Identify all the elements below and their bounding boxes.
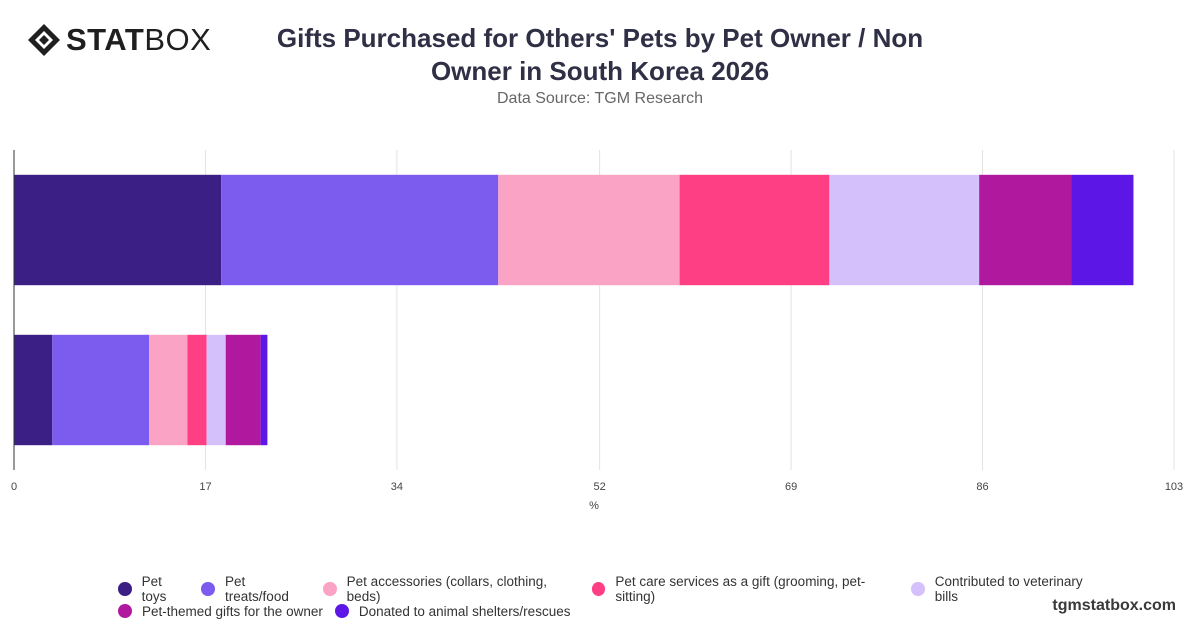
legend-swatch xyxy=(911,582,925,596)
x-axis-label: % xyxy=(589,500,599,512)
x-tick-label: 0 xyxy=(11,481,17,493)
x-tick-label: 69 xyxy=(785,481,797,493)
legend-item[interactable]: Contributed to veterinary bills xyxy=(911,574,1106,604)
x-tick-label: 52 xyxy=(594,481,606,493)
logo: STATBOX xyxy=(26,22,211,58)
legend-item[interactable]: Pet care services as a gift (grooming, p… xyxy=(591,574,899,604)
legend-label: Pet care services as a gift (grooming, p… xyxy=(615,574,866,604)
legend-item[interactable]: Pet toys xyxy=(118,574,189,604)
bar-chart: 0 17 34 52 69 86 103% xyxy=(11,150,1183,512)
bar-segment xyxy=(1071,174,1134,286)
legend-label: Pet toys xyxy=(141,574,167,604)
bar-segment xyxy=(498,174,680,286)
statbox-diamond-icon xyxy=(28,24,60,56)
legend: Pet toys Pet treats/food Pet accessories (… xyxy=(118,574,1118,622)
legend-row: Pet toys Pet treats/food Pet accessories (… xyxy=(118,574,1118,604)
legend-item[interactable]: Pet treats/food xyxy=(201,574,311,604)
logo-wordmark: STATBOX xyxy=(66,22,211,58)
legend-item[interactable]: Pet accessories (collars, clothing, beds… xyxy=(322,574,580,604)
x-tick-label: 17 xyxy=(199,481,211,493)
logo-text-bold: STAT xyxy=(66,22,145,57)
legend-item[interactable]: Pet-themed gifts for the owner xyxy=(118,604,323,619)
bar-segment xyxy=(979,174,1072,286)
bar-segment xyxy=(14,334,53,446)
logo-text-light: BOX xyxy=(144,22,212,57)
legend-row: Pet-themed gifts for the owner Donated to… xyxy=(118,600,1118,622)
legend-swatch xyxy=(334,604,349,618)
legend-swatch xyxy=(591,582,606,596)
x-tick-label: 34 xyxy=(391,481,403,493)
bar-segment xyxy=(149,334,188,446)
bar-segment xyxy=(187,334,207,446)
legend-item[interactable]: Donated to animal shelters/rescues xyxy=(334,603,571,619)
watermark: tgmstatbox.com xyxy=(1052,597,1176,614)
legend-label: Pet-themed gifts for the owner xyxy=(142,603,323,619)
legend-label: Contributed to veterinary bills xyxy=(934,574,1083,604)
bar-segment xyxy=(52,334,150,446)
bar-segment xyxy=(225,334,261,446)
chart-subtitle: Data Source: TGM Research xyxy=(496,90,703,107)
bar-segment xyxy=(14,174,222,286)
legend-label: Pet accessories (collars, clothing, beds… xyxy=(346,574,548,604)
legend-label: Pet treats/food xyxy=(225,574,289,604)
legend-swatch xyxy=(118,604,132,618)
bar-segment xyxy=(221,174,499,286)
legend-swatch xyxy=(118,582,132,596)
x-tick-label: 103 xyxy=(1165,481,1183,493)
legend-swatch xyxy=(322,582,337,596)
bar-segment xyxy=(260,334,268,446)
legend-label: Donated to animal shelters/rescues xyxy=(358,603,571,619)
x-tick-label: 86 xyxy=(976,481,988,493)
bar-segment xyxy=(679,174,830,286)
bar-segment xyxy=(829,174,980,286)
legend-swatch xyxy=(201,582,216,596)
bar-segment xyxy=(206,334,226,446)
chart-title: Gifts Purchased for Others' Pets by Pet … xyxy=(276,23,924,86)
